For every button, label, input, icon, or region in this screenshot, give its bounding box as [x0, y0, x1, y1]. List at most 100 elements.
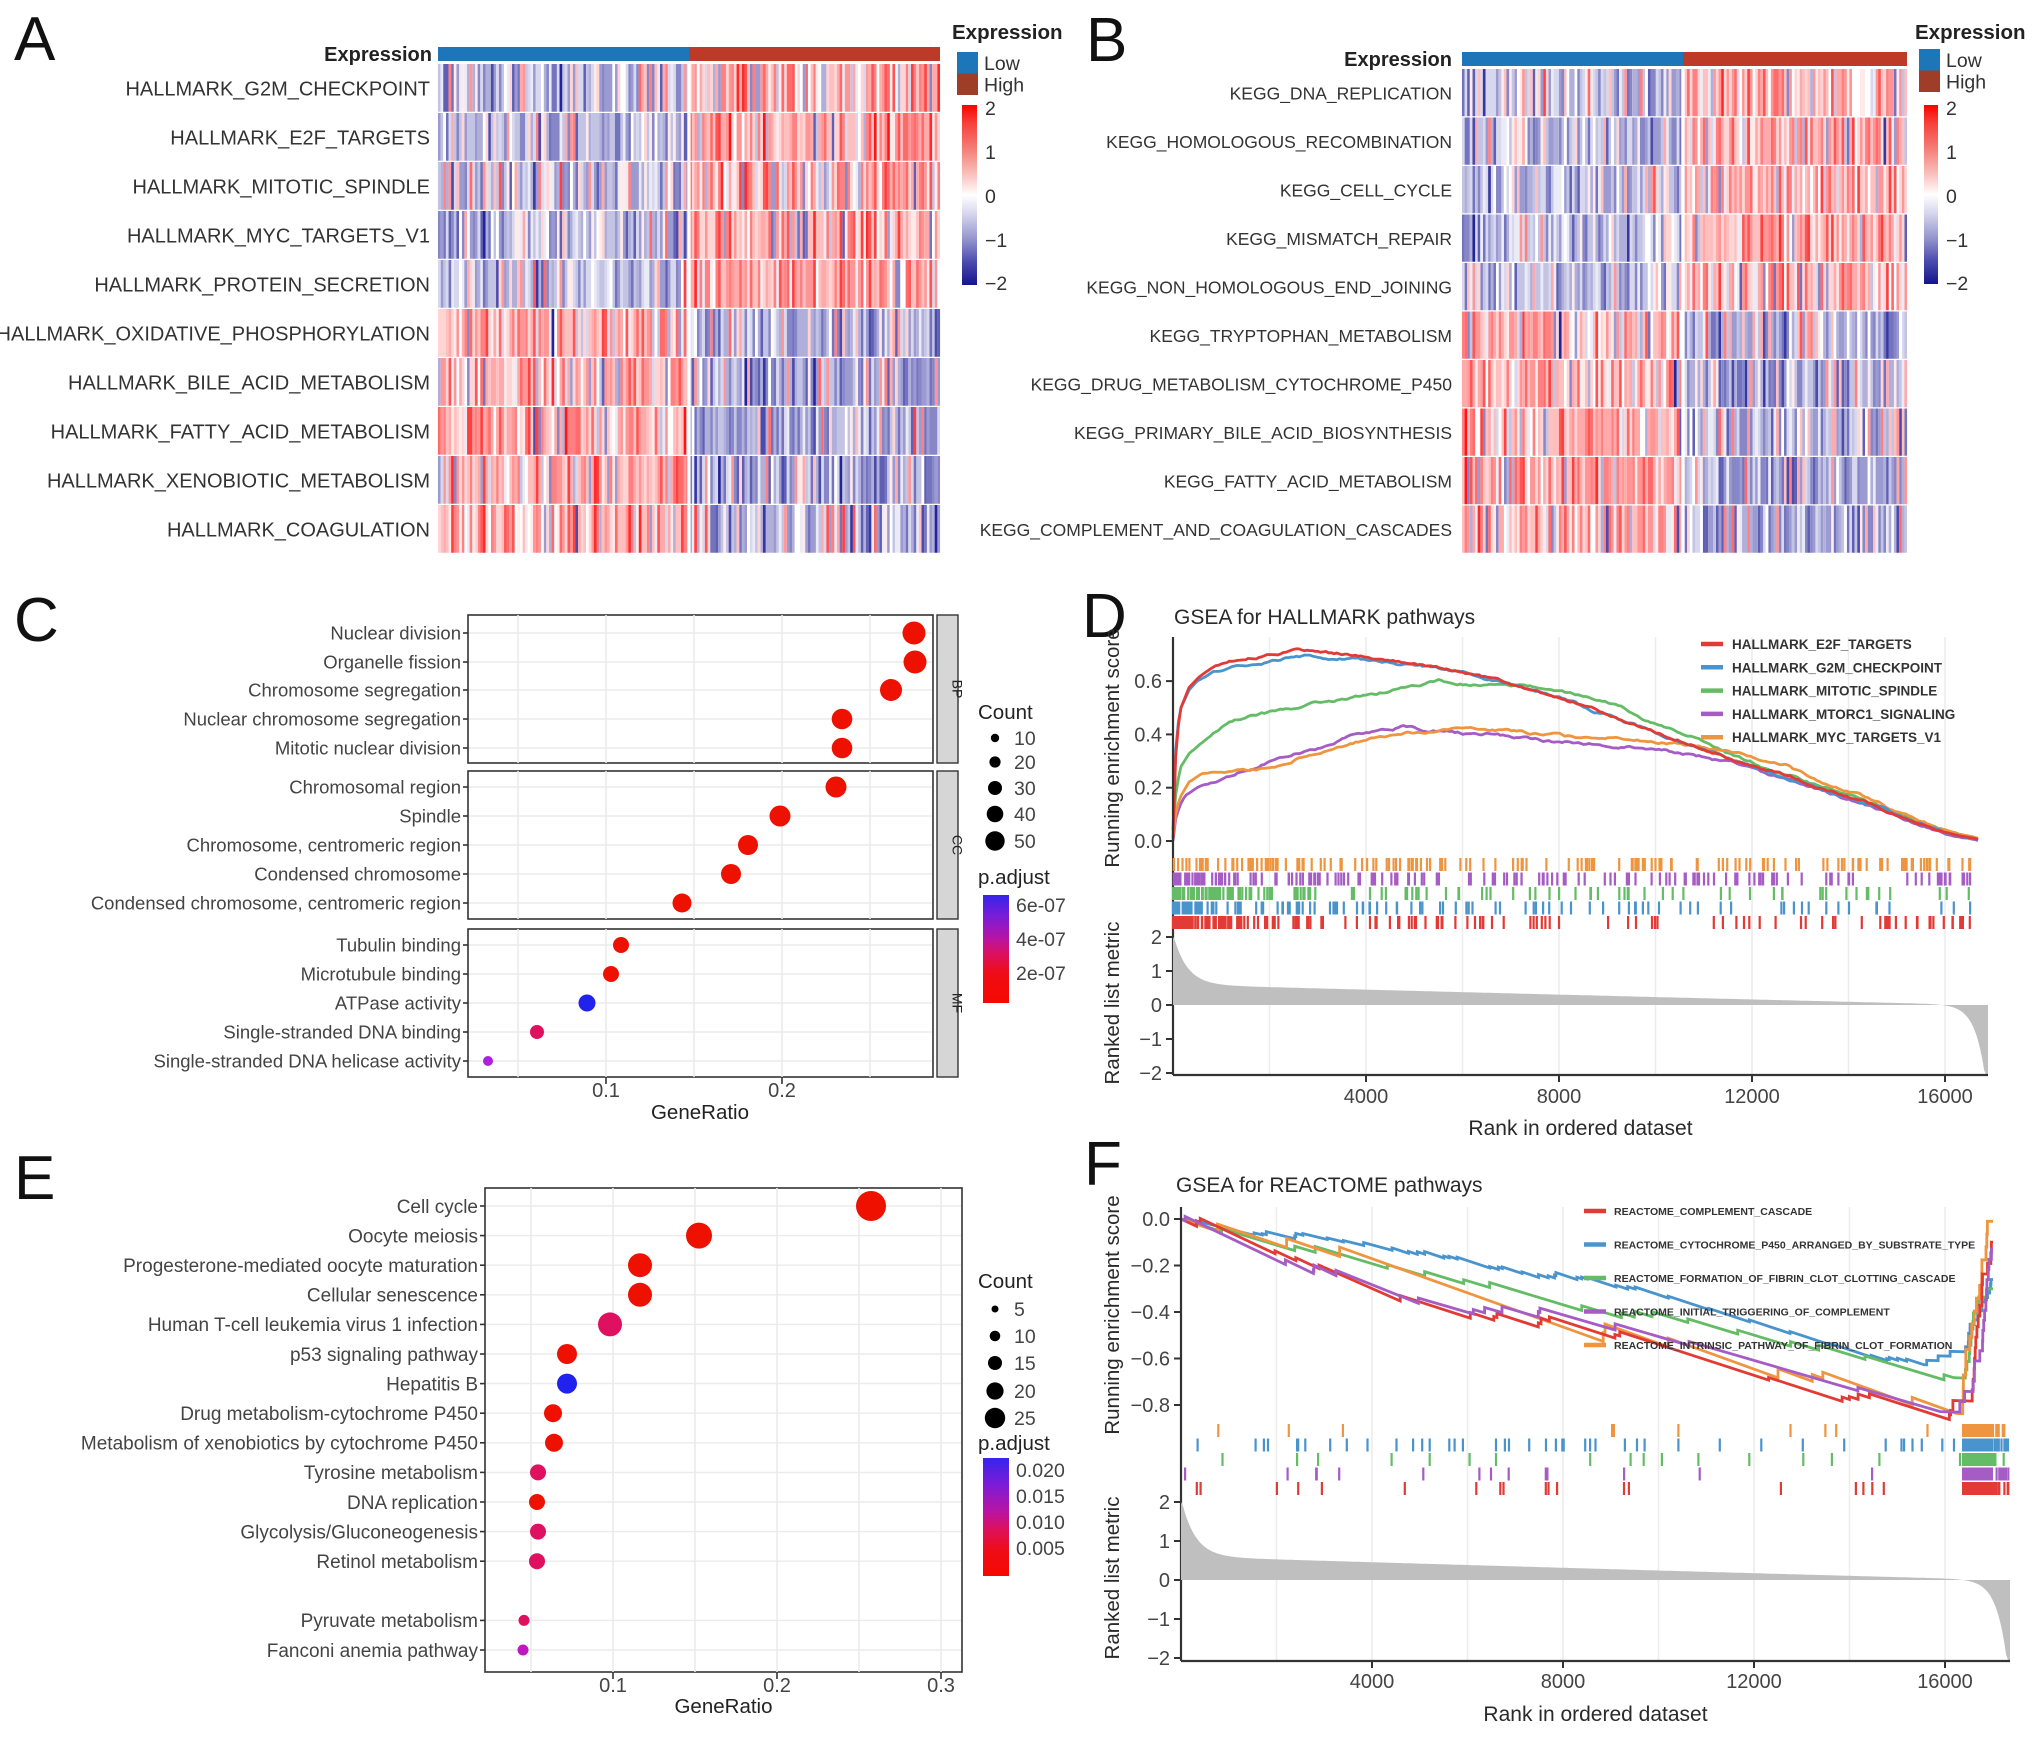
svg-text:4000: 4000: [1344, 1086, 1389, 1108]
svg-text:Tubulin binding: Tubulin binding: [336, 935, 461, 956]
svg-text:Condensed chromosome, centrome: Condensed chromosome, centromeric region: [91, 893, 461, 914]
svg-text:KEGG_NON_HOMOLOGOUS_END_JOININ: KEGG_NON_HOMOLOGOUS_END_JOINING: [1086, 278, 1452, 299]
svg-text:REACTOME_COMPLEMENT_CASCADE: REACTOME_COMPLEMENT_CASCADE: [1614, 1206, 1812, 1218]
svg-text:Glycolysis/Gluconeogenesis: Glycolysis/Gluconeogenesis: [240, 1522, 478, 1543]
svg-text:0.0: 0.0: [1134, 831, 1162, 853]
svg-text:Expression: Expression: [1344, 49, 1452, 71]
svg-text:Low: Low: [1946, 50, 1983, 72]
svg-text:Nuclear division: Nuclear division: [330, 623, 461, 644]
svg-text:−2: −2: [1139, 1063, 1162, 1085]
svg-text:0: 0: [1151, 995, 1162, 1017]
svg-text:0.3: 0.3: [927, 1675, 955, 1697]
svg-text:0.2: 0.2: [1134, 778, 1162, 800]
svg-text:C: C: [14, 586, 59, 655]
svg-text:Chromosome segregation: Chromosome segregation: [248, 680, 461, 701]
svg-text:−2: −2: [1147, 1648, 1170, 1670]
svg-text:GeneRatio: GeneRatio: [674, 1695, 772, 1718]
svg-text:E: E: [14, 1144, 55, 1213]
svg-text:HALLMARK_XENOBIOTIC_METABOLISM: HALLMARK_XENOBIOTIC_METABOLISM: [47, 471, 430, 493]
svg-text:p.adjust: p.adjust: [978, 1432, 1050, 1455]
svg-text:Single-stranded DNA binding: Single-stranded DNA binding: [223, 1022, 461, 1043]
svg-text:KEGG_COMPLEMENT_AND_COAGULATIO: KEGG_COMPLEMENT_AND_COAGULATION_CASCADES: [980, 520, 1452, 541]
svg-text:KEGG_DNA_REPLICATION: KEGG_DNA_REPLICATION: [1230, 84, 1452, 105]
svg-text:0.1: 0.1: [592, 1080, 620, 1102]
svg-text:16000: 16000: [1917, 1086, 1973, 1108]
svg-text:0: 0: [1159, 1570, 1170, 1592]
svg-text:HALLMARK_G2M_CHECKPOINT: HALLMARK_G2M_CHECKPOINT: [125, 79, 430, 101]
svg-text:ATPase activity: ATPase activity: [335, 993, 462, 1014]
svg-text:HALLMARK_G2M_CHECKPOINT: HALLMARK_G2M_CHECKPOINT: [1732, 660, 1943, 675]
svg-text:HALLMARK_MYC_TARGETS_V1: HALLMARK_MYC_TARGETS_V1: [1732, 730, 1942, 745]
svg-text:0.010: 0.010: [1016, 1512, 1065, 1534]
svg-text:Human T-cell leukemia virus 1: Human T-cell leukemia virus 1 infection: [148, 1315, 478, 1336]
svg-text:KEGG_CELL_CYCLE: KEGG_CELL_CYCLE: [1280, 181, 1452, 202]
svg-text:0.4: 0.4: [1134, 724, 1162, 746]
svg-text:20: 20: [1014, 752, 1036, 774]
svg-text:2: 2: [985, 98, 996, 120]
svg-text:4e-07: 4e-07: [1016, 929, 1066, 951]
svg-text:1: 1: [1159, 1531, 1170, 1553]
svg-text:Chromosomal region: Chromosomal region: [289, 777, 461, 798]
svg-text:0.2: 0.2: [768, 1080, 796, 1102]
svg-text:REACTOME_CYTOCHROME_P450_ARRAN: REACTOME_CYTOCHROME_P450_ARRANGED_BY_SUB…: [1614, 1240, 1975, 1252]
svg-text:KEGG_DRUG_METABOLISM_CYTOCHROM: KEGG_DRUG_METABOLISM_CYTOCHROME_P450: [1031, 375, 1453, 396]
svg-text:1: 1: [985, 142, 996, 164]
svg-text:Progesterone-mediated oocyte m: Progesterone-mediated oocyte maturation: [123, 1256, 478, 1277]
svg-text:12000: 12000: [1726, 1671, 1782, 1693]
svg-text:B: B: [1086, 6, 1127, 75]
svg-text:2: 2: [1151, 927, 1162, 949]
svg-text:−1: −1: [1946, 230, 1968, 252]
svg-text:HALLMARK_E2F_TARGETS: HALLMARK_E2F_TARGETS: [1732, 637, 1912, 652]
svg-text:Fanconi anemia pathway: Fanconi anemia pathway: [267, 1641, 479, 1662]
svg-text:High: High: [984, 75, 1024, 97]
svg-text:GeneRatio: GeneRatio: [651, 1101, 749, 1124]
svg-text:Drug metabolism-cytochrome P45: Drug metabolism-cytochrome P450: [180, 1404, 478, 1425]
svg-text:16000: 16000: [1917, 1671, 1973, 1693]
svg-text:−0.6: −0.6: [1131, 1349, 1170, 1371]
svg-text:20: 20: [1014, 1381, 1036, 1403]
svg-text:−1: −1: [1139, 1029, 1162, 1051]
svg-text:Oocyte meiosis: Oocyte meiosis: [348, 1226, 478, 1247]
svg-text:Chromosome, centromeric region: Chromosome, centromeric region: [186, 835, 461, 856]
svg-text:Ranked list metric: Ranked list metric: [1101, 922, 1124, 1085]
svg-text:6e-07: 6e-07: [1016, 895, 1066, 917]
svg-text:30: 30: [1014, 778, 1036, 800]
svg-text:HALLMARK_FATTY_ACID_METABOLISM: HALLMARK_FATTY_ACID_METABOLISM: [51, 422, 430, 444]
svg-text:−1: −1: [985, 230, 1007, 252]
svg-text:Microtubule binding: Microtubule binding: [301, 964, 461, 985]
svg-text:HALLMARK_MITOTIC_SPINDLE: HALLMARK_MITOTIC_SPINDLE: [1732, 684, 1937, 699]
svg-text:Mitotic nuclear division: Mitotic nuclear division: [275, 738, 461, 759]
svg-text:−0.8: −0.8: [1131, 1395, 1170, 1417]
svg-text:HALLMARK_OXIDATIVE_PHOSPHORYLA: HALLMARK_OXIDATIVE_PHOSPHORYLATION: [0, 324, 430, 346]
svg-text:50: 50: [1014, 831, 1036, 853]
svg-text:Running enrichment score: Running enrichment score: [1101, 1195, 1124, 1434]
svg-text:−0.2: −0.2: [1131, 1256, 1170, 1278]
svg-text:Retinol metabolism: Retinol metabolism: [316, 1552, 478, 1573]
svg-text:REACTOME_INITIAL_TRIGGERING_OF: REACTOME_INITIAL_TRIGGERING_OF_COMPLEMEN…: [1614, 1307, 1890, 1319]
svg-text:15: 15: [1014, 1353, 1036, 1375]
svg-text:Rank in ordered dataset: Rank in ordered dataset: [1468, 1117, 1692, 1140]
svg-text:p53 signaling pathway: p53 signaling pathway: [290, 1345, 479, 1366]
svg-text:10: 10: [1014, 1326, 1036, 1348]
svg-text:1: 1: [1151, 961, 1162, 983]
svg-text:40: 40: [1014, 804, 1036, 826]
svg-text:Cell cycle: Cell cycle: [397, 1197, 478, 1218]
svg-text:KEGG_PRIMARY_BILE_ACID_BIOSYNT: KEGG_PRIMARY_BILE_ACID_BIOSYNTHESIS: [1074, 423, 1452, 444]
svg-text:Ranked list metric: Ranked list metric: [1101, 1497, 1124, 1660]
svg-text:Expression: Expression: [1915, 21, 2026, 44]
svg-text:HALLMARK_BILE_ACID_METABOLISM: HALLMARK_BILE_ACID_METABOLISM: [68, 373, 430, 395]
svg-text:−0.4: −0.4: [1131, 1302, 1170, 1324]
svg-text:HALLMARK_PROTEIN_SECRETION: HALLMARK_PROTEIN_SECRETION: [94, 275, 430, 297]
svg-text:−2: −2: [985, 273, 1007, 295]
svg-text:Condensed chromosome: Condensed chromosome: [254, 864, 461, 885]
svg-text:−2: −2: [1946, 273, 1968, 295]
svg-text:0.015: 0.015: [1016, 1486, 1065, 1508]
svg-text:Single-stranded DNA helicase a: Single-stranded DNA helicase activity: [154, 1051, 462, 1072]
svg-text:8000: 8000: [1541, 1671, 1586, 1693]
svg-text:Spindle: Spindle: [399, 806, 461, 827]
svg-text:Expression: Expression: [952, 21, 1063, 44]
svg-text:−1: −1: [1147, 1609, 1170, 1631]
svg-text:0: 0: [985, 186, 996, 208]
svg-text:0: 0: [1946, 186, 1957, 208]
svg-text:0.0: 0.0: [1142, 1209, 1170, 1231]
